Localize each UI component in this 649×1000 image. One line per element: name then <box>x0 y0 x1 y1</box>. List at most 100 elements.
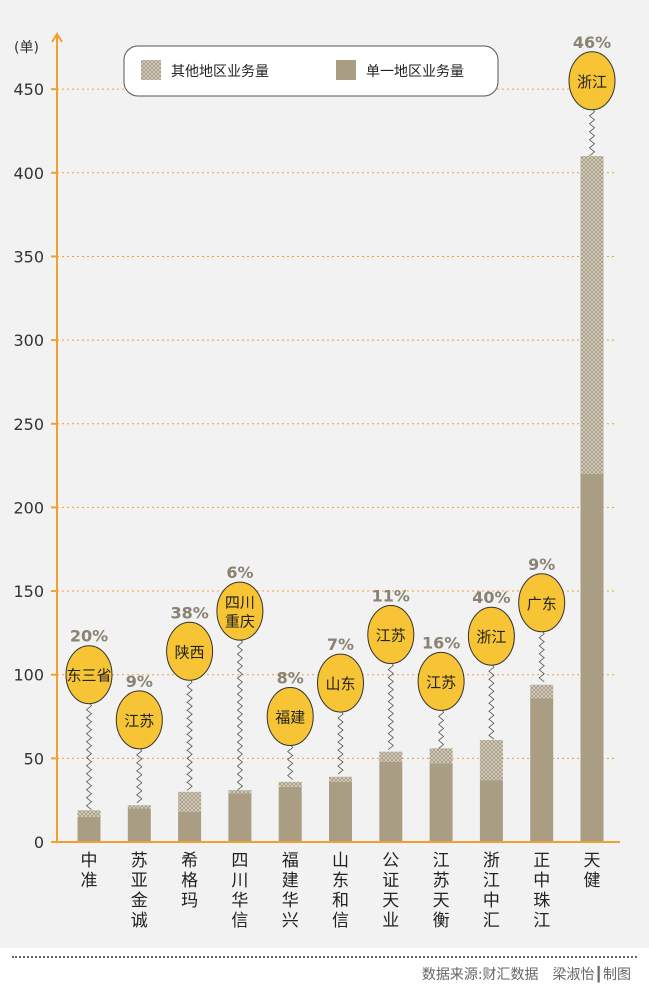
province-label: 重庆 <box>225 613 255 631</box>
bar-other-region <box>580 156 604 474</box>
x-tick-label: 衡 <box>433 911 450 931</box>
bar-other-region <box>228 790 252 794</box>
province-bubble <box>266 687 314 747</box>
province-label: 江苏 <box>124 712 154 730</box>
legend-label-single: 单一地区业务量 <box>366 64 464 80</box>
bubble-connector <box>85 701 93 811</box>
bubble-connector <box>488 663 495 740</box>
x-tick-label: 正 <box>533 851 550 871</box>
bar-other-region <box>479 739 503 781</box>
legend-swatch-single <box>336 60 356 80</box>
bar-other-region <box>77 810 101 817</box>
y-tick-label: 0 <box>34 833 44 852</box>
province-bubble <box>367 605 415 665</box>
bubble-connector <box>387 661 394 750</box>
province-label: 东三省 <box>66 667 111 685</box>
province-bubble <box>467 606 515 666</box>
x-tick-label: 信 <box>231 911 248 931</box>
share-percent-label: 9% <box>126 672 153 691</box>
bar-single-region <box>178 811 202 842</box>
province-bubble <box>417 651 465 711</box>
share-percent-label: 7% <box>327 635 354 654</box>
share-percent-label: 38% <box>170 603 208 622</box>
bar-single-region <box>77 816 101 842</box>
x-tick-label: 金 <box>131 891 148 911</box>
x-tick-label: 苏 <box>131 851 148 871</box>
x-tick-label: 准 <box>81 871 98 891</box>
province-label: 浙江 <box>577 73 607 91</box>
x-tick-label: 玛 <box>181 891 198 911</box>
bar-other-region <box>530 684 554 699</box>
x-tick-label: 业 <box>382 911 399 931</box>
x-tick-label: 东 <box>332 871 349 891</box>
legend-swatch-other <box>141 60 161 80</box>
y-tick-label: 150 <box>13 582 44 601</box>
y-axis-arrow <box>51 32 63 43</box>
share-percent-label: 20% <box>70 627 108 646</box>
footer-rule <box>12 956 637 958</box>
province-label: 江苏 <box>376 627 406 645</box>
x-tick-label: 珠 <box>533 891 550 911</box>
province-label: 福建 <box>275 709 305 727</box>
x-tick-label: 四 <box>231 851 248 871</box>
source-credit: 数据来源:财汇数据 梁淑怡┃制图 <box>421 967 631 983</box>
y-tick-label: 50 <box>24 749 44 768</box>
stacked-bar-chart: 050100150200250300350400450(单)中准苏亚金诚希格玛四… <box>13 32 620 931</box>
x-tick-label: 天 <box>382 891 399 911</box>
x-tick-label: 福 <box>282 851 299 871</box>
x-tick-label: 浙 <box>483 851 500 871</box>
x-tick-label: 苏 <box>433 871 450 891</box>
y-tick-label: 400 <box>13 164 44 183</box>
bar-other-region <box>379 751 403 762</box>
province-bubble <box>166 621 214 681</box>
bubble-connector <box>287 743 294 780</box>
x-tick-label: 汇 <box>483 911 500 931</box>
x-tick-label: 川 <box>231 871 248 891</box>
x-tick-label: 希 <box>181 851 198 871</box>
y-tick-label: 200 <box>13 498 44 517</box>
province-label: 陕西 <box>175 643 205 661</box>
x-tick-label: 建 <box>282 871 299 891</box>
x-tick-label: 天 <box>584 851 601 871</box>
bubble-connector <box>136 746 143 804</box>
bar-single-region <box>530 698 554 842</box>
share-percent-label: 9% <box>528 555 555 574</box>
bar-single-region <box>580 473 604 842</box>
province-label: 广东 <box>527 595 557 613</box>
share-percent-label: 40% <box>472 588 510 607</box>
bubble-connector <box>588 107 596 157</box>
bar-single-region <box>479 780 503 842</box>
x-tick-label: 中 <box>533 871 550 891</box>
province-bubble <box>65 645 113 705</box>
province-label: 浙江 <box>476 628 506 646</box>
x-tick-label: 中 <box>81 851 98 871</box>
x-tick-label: 证 <box>382 871 399 891</box>
x-tick-label: 格 <box>181 871 198 891</box>
y-tick-label: 350 <box>13 247 44 266</box>
y-tick-label: 450 <box>13 80 44 99</box>
bar-other-region <box>127 805 151 809</box>
province-label: 江苏 <box>426 673 456 691</box>
x-tick-label: 和 <box>332 891 349 911</box>
x-tick-label: 亚 <box>131 871 148 891</box>
x-tick-label: 公 <box>382 851 399 871</box>
x-tick-label: 江 <box>533 911 550 931</box>
bubble-connector <box>437 708 445 749</box>
x-tick-label: 天 <box>433 891 450 911</box>
province-label: 山东 <box>325 675 355 693</box>
x-tick-label: 华 <box>282 891 299 911</box>
x-tick-label: 诚 <box>131 911 148 931</box>
x-tick-label: 华 <box>231 891 248 911</box>
y-tick-label: 300 <box>13 331 44 350</box>
x-tick-label: 信 <box>332 911 349 931</box>
bar-single-region <box>228 793 252 842</box>
y-tick-label: 250 <box>13 415 44 434</box>
bar-single-region <box>379 761 403 842</box>
y-unit-label: (单) <box>14 40 39 56</box>
legend-label-other: 其他地区业务量 <box>171 64 269 80</box>
x-tick-label: 健 <box>584 871 601 891</box>
bar-single-region <box>278 786 302 842</box>
province-bubble <box>317 653 364 713</box>
share-percent-label: 8% <box>277 669 304 688</box>
share-percent-label: 6% <box>226 563 253 582</box>
